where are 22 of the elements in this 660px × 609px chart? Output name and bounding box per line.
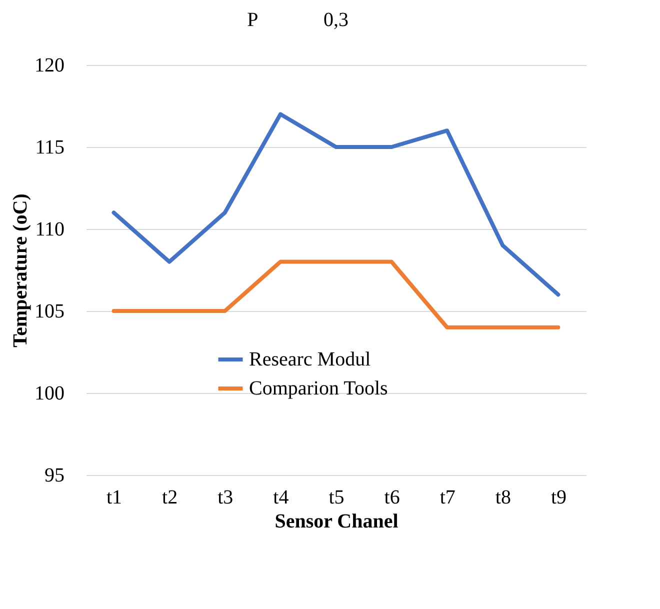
x-tick-label: t3 [218,486,234,508]
y-tick-label: 100 [34,382,64,404]
y-tick-label: 120 [34,54,64,76]
x-tick-label: t2 [162,486,178,508]
y-tick-label: 115 [35,136,64,158]
x-tick-label: t4 [273,486,289,508]
x-tick-label: t1 [106,486,122,508]
y-tick-label: 95 [44,464,64,486]
x-tick-label: t5 [328,486,344,508]
x-tick-label: t9 [550,486,567,508]
y-tick-label: 105 [34,300,64,322]
x-tick-label: t8 [495,486,511,508]
text: 0,3 [324,9,348,31]
x-tick-label: t6 [384,486,400,508]
y-axis-title: Temperature (oC) [10,194,32,348]
legend-label: Comparion Tools [249,378,388,400]
x-tick-label: t7 [440,486,456,508]
legend-label: Researc Modul [249,348,372,370]
x-axis-title: Sensor Chanel [274,510,399,532]
y-tick-label: 110 [35,218,64,240]
text: P [247,9,258,31]
line-series [112,112,560,297]
